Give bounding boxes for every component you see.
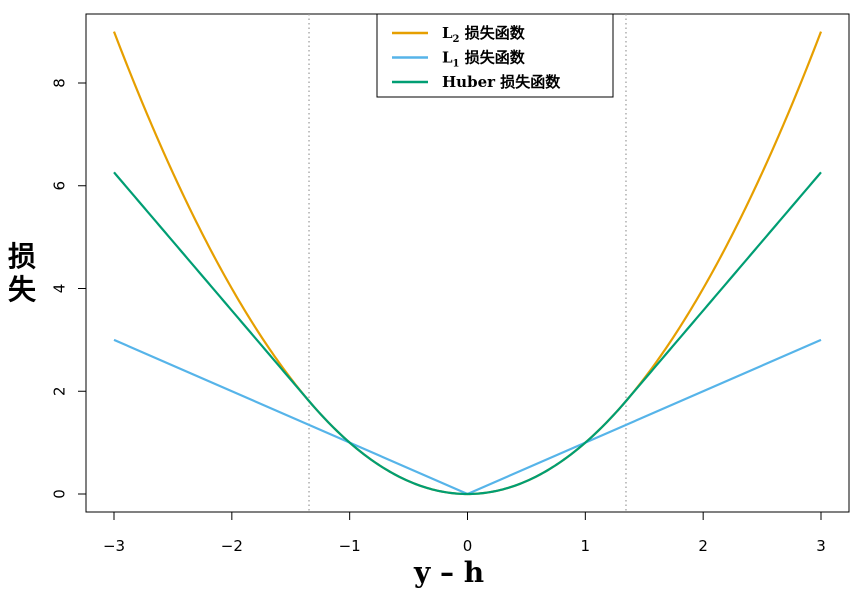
y-axis-title-char: 失 — [8, 273, 37, 306]
legend: L2 损失函数 L1 损失函数 Huber 损失函数 — [376, 13, 614, 98]
x-tick-label: −2 — [221, 537, 243, 555]
legend-label: L1 损失函数 — [442, 49, 526, 70]
series-lines — [112, 31, 823, 496]
x-tick-label: 0 — [463, 537, 473, 555]
legend-label: L2 损失函数 — [442, 24, 526, 45]
y-axis: 0 2 4 6 8 — [51, 78, 87, 499]
l1-loss-line — [113, 338, 822, 496]
x-axis: −3 −2 −1 0 1 2 3 — [103, 511, 826, 555]
y-tick-label: 4 — [51, 284, 69, 294]
x-tick-label: 2 — [698, 537, 708, 555]
legend-label: Huber 损失函数 — [442, 73, 561, 91]
y-tick-label: 0 — [51, 489, 69, 499]
reference-lines — [308, 14, 627, 512]
x-tick-label: −1 — [339, 537, 361, 555]
l2-loss-line — [112, 31, 823, 496]
y-tick-label: 2 — [51, 386, 69, 396]
huber-loss-line — [113, 171, 822, 496]
y-axis-title: 损失 — [8, 240, 37, 306]
y-axis-title-char: 损 — [8, 240, 36, 273]
x-axis-title: y – h — [413, 556, 484, 589]
x-tick-label: −3 — [103, 537, 125, 555]
y-tick-label: 6 — [51, 181, 69, 191]
y-tick-label: 8 — [51, 78, 69, 88]
x-tick-label: 3 — [816, 537, 826, 555]
x-tick-label: 1 — [581, 537, 591, 555]
